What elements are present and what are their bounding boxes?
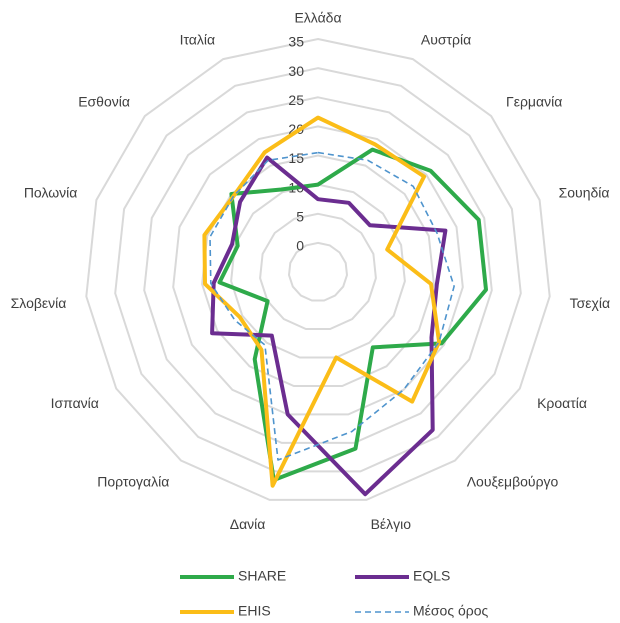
r-tick-label: 30	[288, 63, 304, 79]
category-label: Βέλγιο	[371, 516, 412, 532]
legend-label: EQLS	[413, 568, 450, 584]
legend-label: Μέσος όρος	[413, 603, 489, 619]
category-label: Εσθονία	[78, 93, 130, 109]
category-label: Σουηδία	[559, 185, 610, 201]
category-label: Πολωνία	[24, 185, 78, 201]
category-label: Ελλάδα	[294, 10, 341, 26]
r-tick-label: 0	[296, 238, 304, 254]
grid-ring	[259, 212, 377, 330]
r-tick-label: 15	[288, 150, 304, 166]
category-label: Ιταλία	[180, 32, 216, 48]
category-label: Δανία	[230, 516, 266, 532]
r-tick-label: 5	[296, 208, 304, 224]
category-label: Τσεχία	[570, 295, 610, 311]
grid-ring	[230, 183, 406, 359]
series-line	[217, 147, 488, 482]
legend-label: EHIS	[238, 603, 271, 619]
grid-ring	[172, 125, 464, 416]
grid-ring	[114, 67, 522, 473]
category-label: Κροατία	[537, 395, 587, 411]
legend-label: SHARE	[238, 568, 286, 584]
series-line	[202, 115, 442, 488]
category-label: Αυστρία	[421, 32, 471, 48]
r-tick-label: 35	[288, 34, 304, 50]
category-label: Λουξεμβούργο	[467, 473, 559, 489]
category-label: Γερμανία	[506, 93, 562, 109]
category-label: Σλοβενία	[11, 295, 67, 311]
grid-ring	[287, 241, 349, 302]
series-line	[210, 155, 448, 497]
r-tick-label: 25	[288, 92, 304, 108]
series-line	[209, 151, 455, 461]
category-label: Ισπανία	[51, 395, 99, 411]
category-label: Πορτογαλία	[97, 473, 169, 489]
grid-ring	[85, 37, 551, 501]
